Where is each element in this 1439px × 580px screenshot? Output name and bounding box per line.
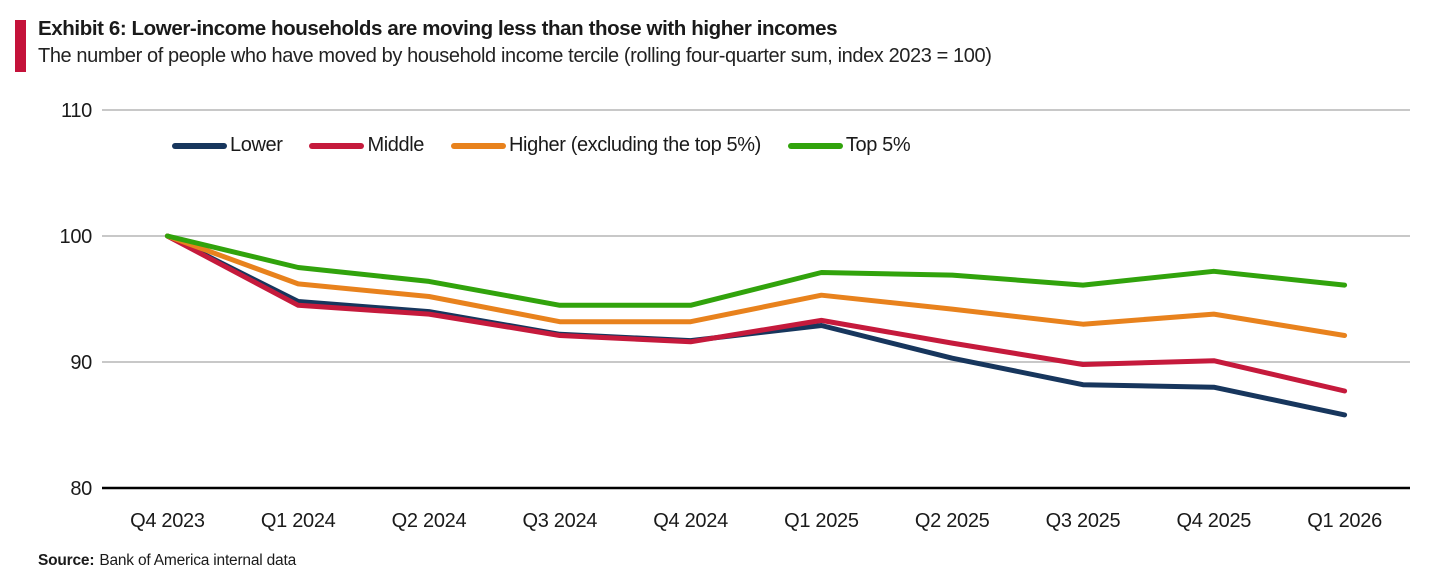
x-tick-label: Q3 2024	[522, 510, 597, 532]
source-label: Source:	[38, 552, 95, 569]
y-tick-label: 90	[70, 352, 92, 374]
legend-item: Top 5%	[787, 134, 911, 157]
legend-swatch	[787, 142, 843, 149]
legend-swatch	[451, 142, 507, 149]
y-tick-label: 80	[70, 478, 92, 500]
x-tick-label: Q1 2025	[784, 510, 859, 532]
legend-item: Middle	[309, 134, 424, 157]
legend-label: Higher (excluding the top 5%)	[509, 134, 761, 156]
legend-label: Middle	[367, 134, 425, 156]
y-tick-label: 110	[61, 100, 92, 122]
legend-swatch	[172, 142, 227, 149]
exhibit-accent-bar	[15, 20, 26, 72]
exhibit-subtitle: The number of people who have moved by h…	[38, 45, 992, 67]
x-tick-label: Q1 2024	[261, 510, 336, 532]
legend-item: Higher (excluding the top 5%)	[451, 134, 761, 157]
series-line-lower	[164, 233, 1348, 418]
source-note: Source: Bank of America internal data	[38, 552, 296, 570]
legend-item: Lower	[172, 134, 283, 157]
y-tick-label: 100	[60, 226, 93, 248]
x-tick-label: Q2 2024	[392, 510, 467, 532]
series-line-top-5	[164, 233, 1348, 308]
x-tick-label: Q2 2025	[915, 510, 990, 532]
x-tick-label: Q4 2025	[1176, 510, 1251, 532]
chart-legend: Lower Middle Higher (excluding the top 5%)…	[172, 134, 911, 157]
x-tick-label: Q1 2026	[1307, 510, 1382, 532]
x-tick-label: Q4 2024	[653, 510, 728, 532]
source-text: Bank of America internal data	[99, 552, 296, 569]
series-line-middle	[164, 233, 1348, 394]
x-tick-label: Q3 2025	[1046, 510, 1121, 532]
legend-label: Lower	[230, 134, 283, 156]
legend-label: Top 5%	[845, 134, 911, 156]
x-tick-label: Q4 2023	[130, 510, 205, 532]
series-line-higher-excluding-the-top-5	[164, 233, 1348, 338]
legend-swatch	[309, 142, 365, 149]
exhibit-title: Exhibit 6: Lower-income households are m…	[38, 17, 838, 40]
